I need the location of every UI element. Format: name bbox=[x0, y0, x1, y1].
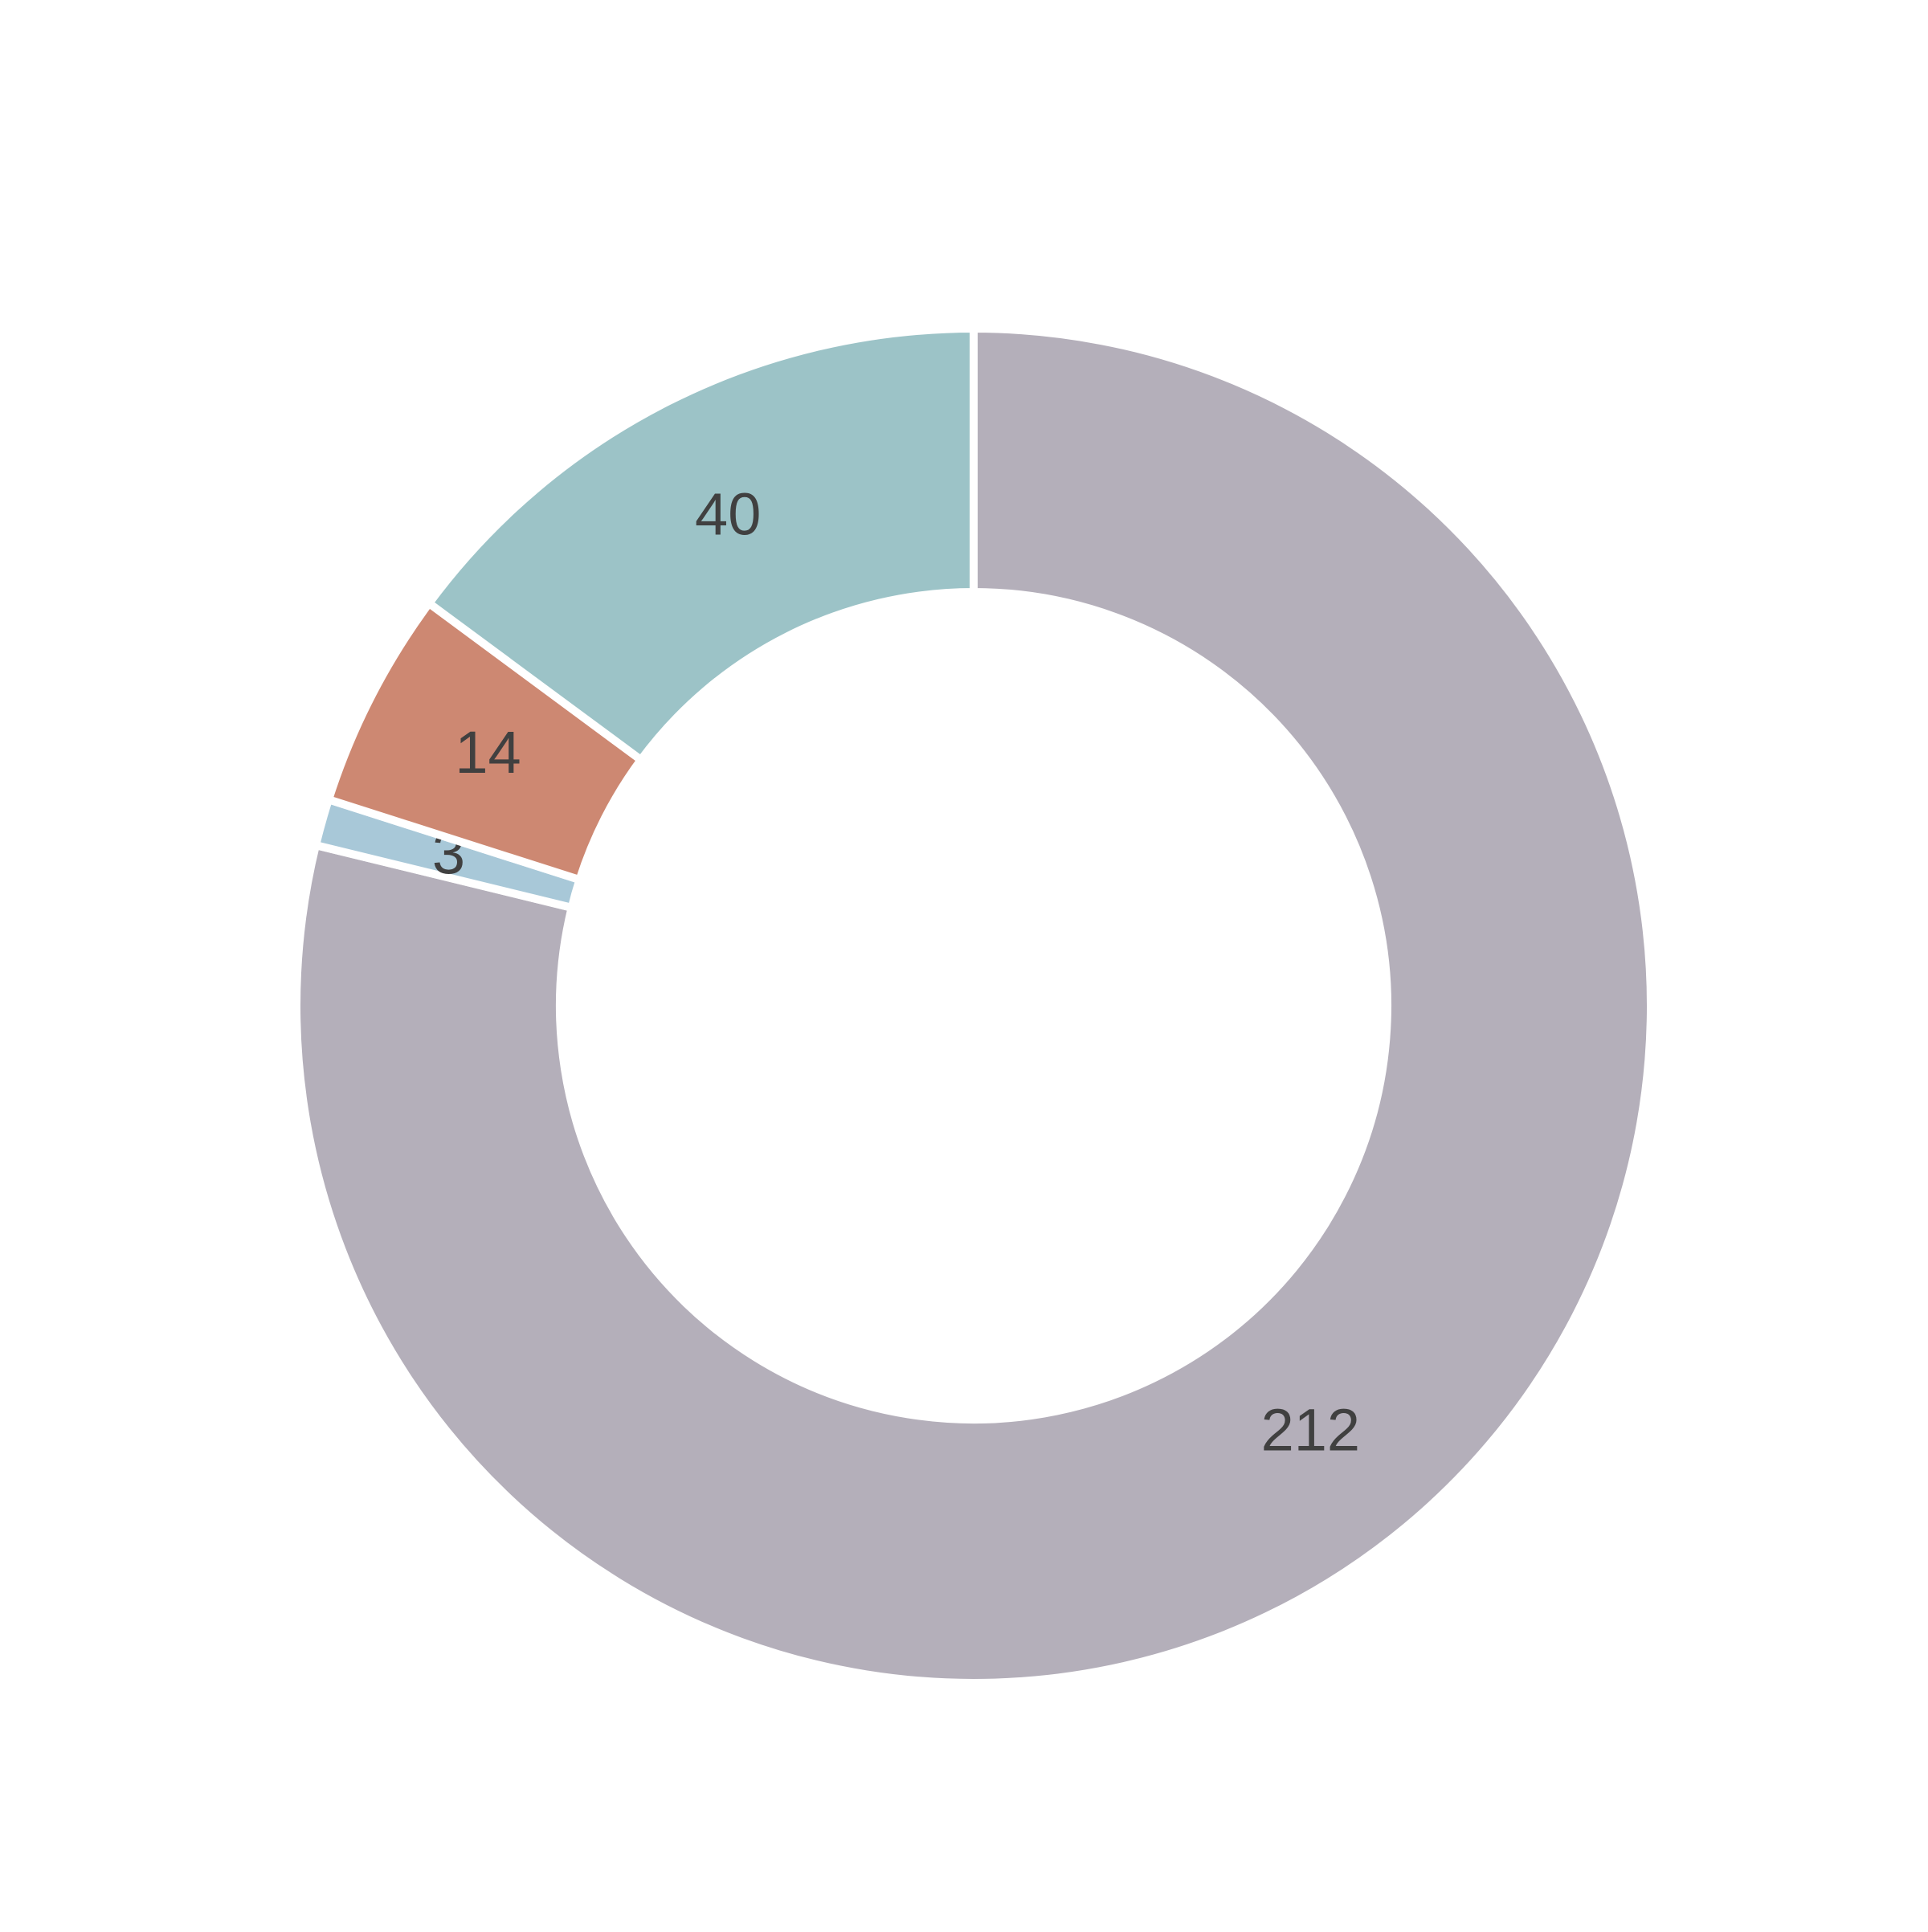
value-label: 14 bbox=[455, 719, 521, 786]
donut-slice bbox=[423, 324, 978, 766]
value-label: 40 bbox=[695, 480, 761, 547]
donut-slice bbox=[292, 324, 1655, 1687]
value-label: 212 bbox=[1261, 1397, 1360, 1464]
